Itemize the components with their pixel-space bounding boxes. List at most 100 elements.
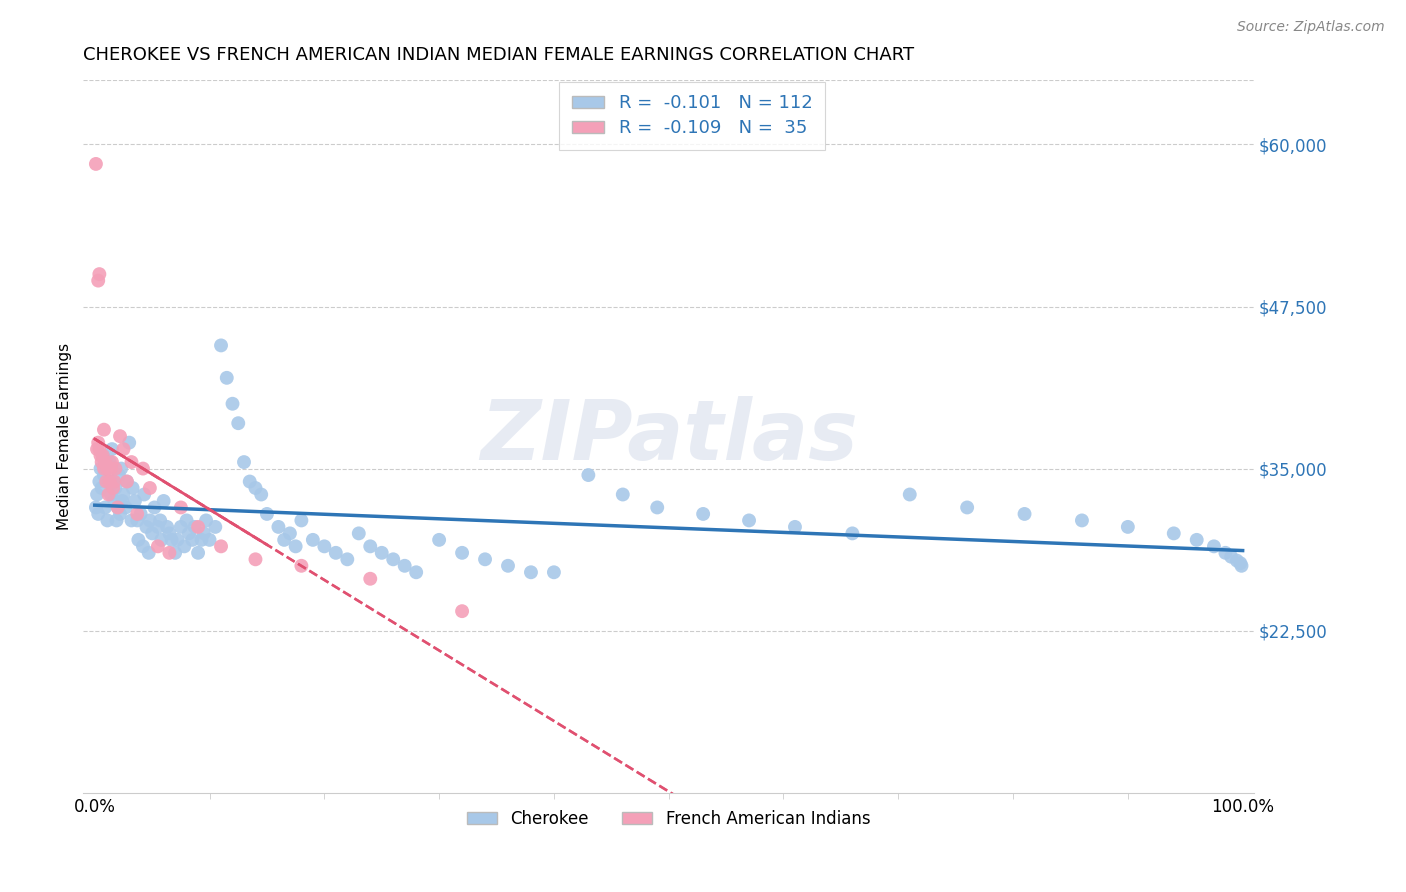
Point xyxy=(118,435,141,450)
Point xyxy=(427,533,450,547)
Point xyxy=(138,546,160,560)
Point xyxy=(114,500,136,515)
Point xyxy=(325,546,347,560)
Point xyxy=(105,513,128,527)
Point xyxy=(89,267,111,281)
Point xyxy=(347,526,370,541)
Point xyxy=(96,475,118,489)
Point xyxy=(98,455,121,469)
Point xyxy=(115,475,138,489)
Point xyxy=(100,487,122,501)
Point xyxy=(127,533,149,547)
Point xyxy=(103,494,125,508)
Point xyxy=(104,481,127,495)
Point xyxy=(101,442,124,457)
Point xyxy=(359,539,381,553)
Point xyxy=(90,481,112,495)
Point xyxy=(101,455,124,469)
Point xyxy=(96,461,118,475)
Point xyxy=(89,449,111,463)
Point xyxy=(209,539,232,553)
Point xyxy=(94,500,117,515)
Point xyxy=(112,442,135,457)
Point xyxy=(239,475,262,489)
Point xyxy=(1215,546,1237,560)
Point xyxy=(146,539,169,553)
Point xyxy=(89,442,111,457)
Point xyxy=(107,500,129,515)
Point xyxy=(115,475,138,489)
Point xyxy=(108,507,131,521)
Point xyxy=(124,494,146,508)
Point xyxy=(97,487,120,501)
Point xyxy=(156,520,179,534)
Point xyxy=(87,274,110,288)
Point xyxy=(101,481,124,495)
Point xyxy=(96,455,118,469)
Point xyxy=(101,475,124,489)
Point xyxy=(141,526,163,541)
Point xyxy=(139,513,162,527)
Point xyxy=(290,513,312,527)
Point xyxy=(187,520,209,534)
Point xyxy=(956,500,979,515)
Point xyxy=(1230,558,1253,573)
Point xyxy=(143,500,166,515)
Point xyxy=(121,455,143,469)
Point xyxy=(190,533,212,547)
Text: CHEROKEE VS FRENCH AMERICAN INDIAN MEDIAN FEMALE EARNINGS CORRELATION CHART: CHEROKEE VS FRENCH AMERICAN INDIAN MEDIA… xyxy=(83,46,914,64)
Point xyxy=(157,546,180,560)
Point xyxy=(91,449,114,463)
Point xyxy=(91,449,114,463)
Point xyxy=(371,546,394,560)
Point xyxy=(132,539,155,553)
Point xyxy=(233,455,256,469)
Point xyxy=(451,604,474,618)
Point xyxy=(645,500,668,515)
Point xyxy=(1014,507,1036,521)
Point xyxy=(209,338,232,352)
Point xyxy=(108,429,131,443)
Point xyxy=(170,520,193,534)
Legend: Cherokee, French American Indians: Cherokee, French American Indians xyxy=(461,803,877,834)
Point xyxy=(107,500,129,515)
Point xyxy=(226,416,249,430)
Point xyxy=(111,494,134,508)
Point xyxy=(127,507,149,521)
Point xyxy=(284,539,307,553)
Point xyxy=(738,513,761,527)
Point xyxy=(1116,520,1139,534)
Point xyxy=(86,487,108,501)
Point xyxy=(90,455,112,469)
Point xyxy=(93,468,115,483)
Point xyxy=(93,461,115,475)
Point xyxy=(165,546,187,560)
Point xyxy=(1229,556,1251,570)
Point xyxy=(245,481,267,495)
Point xyxy=(692,507,714,521)
Point xyxy=(193,526,215,541)
Point xyxy=(134,487,156,501)
Point xyxy=(94,455,117,469)
Point xyxy=(166,533,188,547)
Point xyxy=(215,371,238,385)
Point xyxy=(256,507,278,521)
Point xyxy=(135,520,157,534)
Point xyxy=(129,507,152,521)
Point xyxy=(405,566,427,580)
Point xyxy=(89,461,111,475)
Point xyxy=(103,475,125,489)
Point xyxy=(898,487,921,501)
Point xyxy=(87,507,110,521)
Point xyxy=(204,520,226,534)
Point xyxy=(150,533,173,547)
Point xyxy=(1202,539,1225,553)
Point xyxy=(221,397,243,411)
Point xyxy=(278,526,301,541)
Point xyxy=(157,526,180,541)
Point xyxy=(496,558,519,573)
Point xyxy=(97,475,120,489)
Point xyxy=(110,461,132,475)
Point xyxy=(1071,513,1094,527)
Point xyxy=(146,520,169,534)
